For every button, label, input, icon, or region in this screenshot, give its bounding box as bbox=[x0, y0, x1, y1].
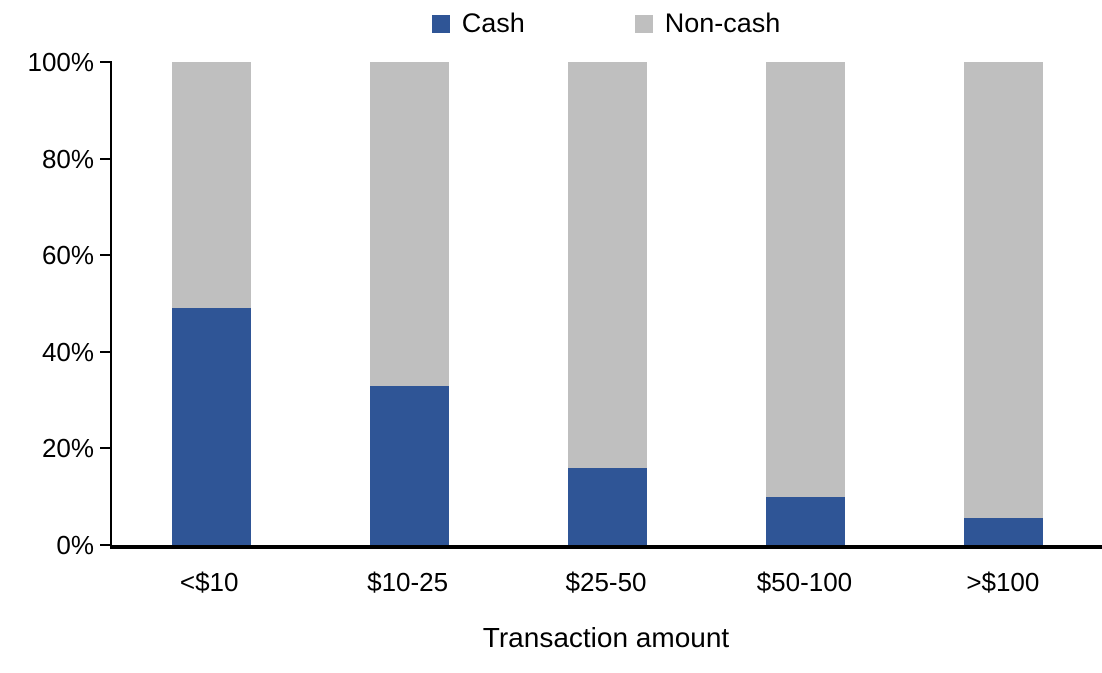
y-tick-label: 60% bbox=[41, 240, 94, 271]
y-tick-mark bbox=[100, 544, 112, 546]
bar-segment-cash bbox=[171, 308, 251, 545]
x-axis-labels: <$10 $10-25 $25-50 $50-100 >$100 bbox=[110, 567, 1102, 598]
y-tick-label: 20% bbox=[41, 433, 94, 464]
stacked-bar bbox=[765, 62, 845, 545]
chart-legend: Cash Non-cash bbox=[110, 10, 1102, 37]
bar-segment-cash bbox=[369, 385, 449, 545]
stacked-bar bbox=[369, 62, 449, 545]
y-tick-mark bbox=[100, 447, 112, 450]
stacked-bar bbox=[567, 62, 647, 545]
bar-slot bbox=[706, 62, 904, 545]
legend-item-cash: Cash bbox=[431, 8, 525, 38]
bar-segment-cash bbox=[567, 467, 647, 545]
x-tick-label: $50-100 bbox=[756, 567, 853, 597]
bar-segment-non-cash bbox=[567, 62, 647, 468]
cash-swatch-icon bbox=[431, 14, 450, 33]
x-axis-title: Transaction amount bbox=[482, 622, 730, 653]
x-tick-label: $25-50 bbox=[565, 567, 647, 597]
noncash-swatch-icon bbox=[634, 14, 653, 33]
bar-slot bbox=[508, 62, 706, 545]
plot-area bbox=[100, 61, 1102, 549]
y-tick-label: 0% bbox=[56, 530, 94, 560]
bar-segment-cash bbox=[963, 518, 1043, 545]
bar-slot bbox=[310, 62, 508, 545]
x-tick-label: >$100 bbox=[966, 567, 1040, 597]
bars-container bbox=[112, 62, 1102, 545]
bar-segment-non-cash bbox=[369, 62, 449, 386]
y-tick-label: 40% bbox=[41, 336, 94, 367]
y-tick-mark bbox=[100, 350, 112, 353]
y-tick-label: 100% bbox=[27, 47, 95, 77]
legend-item-noncash: Non-cash bbox=[634, 8, 781, 38]
y-tick-mark bbox=[100, 61, 112, 63]
bar-slot bbox=[904, 62, 1102, 545]
stacked-bar bbox=[171, 62, 251, 545]
bar-segment-non-cash bbox=[765, 62, 845, 497]
bar-segment-cash bbox=[765, 496, 845, 545]
stacked-bar bbox=[963, 62, 1043, 545]
legend-label-noncash: Non-cash bbox=[664, 8, 781, 38]
y-tick-mark bbox=[100, 157, 112, 160]
x-tick-label: $10-25 bbox=[367, 567, 449, 597]
y-tick-label: 80% bbox=[41, 143, 94, 174]
bar-slot bbox=[112, 62, 310, 545]
legend-label-cash: Cash bbox=[461, 8, 525, 38]
bar-segment-non-cash bbox=[171, 62, 251, 309]
y-axis-labels: 0% 20% 40% 60% 80% 100% bbox=[0, 49, 95, 558]
x-tick-label: <$10 bbox=[179, 567, 239, 597]
y-tick-mark bbox=[100, 254, 112, 257]
bar-segment-non-cash bbox=[963, 62, 1043, 519]
